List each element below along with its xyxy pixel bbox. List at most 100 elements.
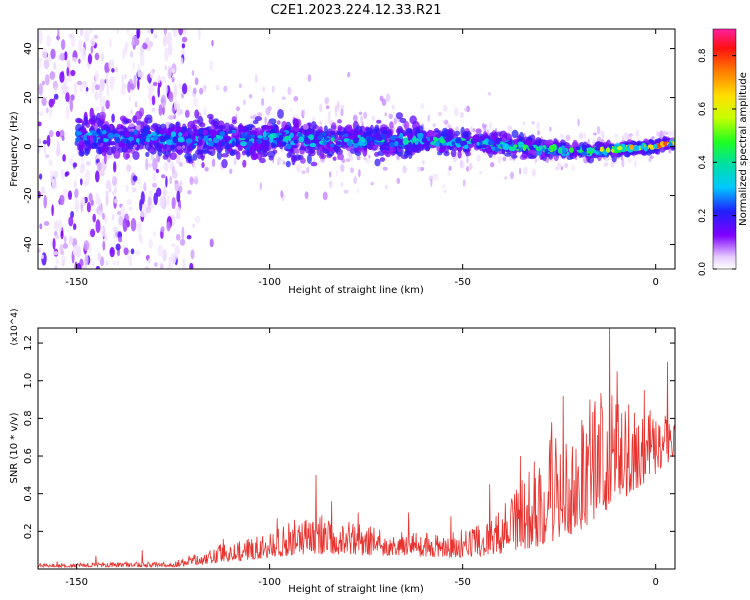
spectral-blob xyxy=(659,130,664,137)
noise-speckle xyxy=(38,83,43,96)
spectral-blob xyxy=(162,154,169,160)
colorbar-gradient xyxy=(712,28,737,270)
spectral-blob xyxy=(462,179,466,187)
spectral-blob xyxy=(327,116,332,124)
noise-speckle xyxy=(181,83,188,95)
spectral-blob xyxy=(207,135,214,140)
noise-speckle xyxy=(117,236,123,243)
noise-speckle xyxy=(122,48,126,60)
spectral-blob xyxy=(271,85,275,94)
spectral-blob xyxy=(254,140,258,146)
noise-speckle xyxy=(188,84,191,93)
spectral-blob xyxy=(202,84,207,93)
noise-speckle xyxy=(38,191,41,199)
spectral-blob xyxy=(343,189,349,194)
spectral-blob xyxy=(246,149,251,158)
spectral-blob xyxy=(286,152,292,159)
spectral-blob xyxy=(297,133,303,138)
spectral-blob xyxy=(331,122,337,132)
spectral-blob xyxy=(167,127,174,131)
spectral-blob xyxy=(262,150,269,157)
spectral-blob xyxy=(340,182,344,187)
spectral-blob xyxy=(75,137,81,143)
noise-speckle xyxy=(105,72,109,85)
spectral-blob xyxy=(192,124,198,133)
spectral-blob xyxy=(75,131,83,136)
spectral-blob xyxy=(434,140,440,147)
spectral-blob xyxy=(581,151,588,156)
spectral-blob xyxy=(417,166,421,173)
spectral-blob xyxy=(199,87,204,95)
spectral-blob xyxy=(463,132,470,138)
spectral-blob xyxy=(137,133,143,140)
spectral-blob xyxy=(215,84,220,91)
noise-speckle xyxy=(171,76,175,83)
spectral-blob xyxy=(324,137,330,141)
noise-speckle xyxy=(150,29,154,34)
spectral-blob xyxy=(308,134,314,141)
spectral-blob xyxy=(248,94,253,99)
spectral-blob xyxy=(656,131,661,137)
noise-speckle xyxy=(74,199,79,213)
noise-speckle xyxy=(181,36,188,43)
spectral-blob xyxy=(328,171,332,178)
noise-speckle xyxy=(80,178,83,186)
y-tick-label: 1.0 xyxy=(23,373,34,389)
noise-speckle xyxy=(109,246,115,258)
spectral-blob xyxy=(494,146,500,153)
noise-speckle xyxy=(163,29,167,36)
noise-speckle xyxy=(138,233,142,242)
noise-speckle xyxy=(155,168,159,174)
spectral-blob xyxy=(443,189,447,193)
spectral-blob xyxy=(194,109,200,119)
noise-speckle xyxy=(182,29,187,36)
y-tick-label: -40 xyxy=(23,236,34,252)
spectral-blob xyxy=(670,137,674,141)
noise-speckle xyxy=(91,81,95,94)
spectral-blob xyxy=(249,134,255,138)
noise-speckle xyxy=(181,226,185,240)
noise-speckle xyxy=(160,174,166,179)
spectral-blob xyxy=(306,154,312,164)
spectral-blob xyxy=(301,170,306,174)
noise-speckle xyxy=(151,107,156,112)
spectral-blob xyxy=(439,138,446,144)
noise-speckle xyxy=(149,84,154,93)
spectral-blob xyxy=(432,172,436,179)
spectral-blob xyxy=(330,143,335,148)
spectral-blob xyxy=(178,83,182,90)
spectral-blob xyxy=(236,106,240,112)
spectral-blob xyxy=(384,112,387,117)
spectral-blob xyxy=(519,167,522,175)
spectral-blob xyxy=(557,162,562,170)
spectral-blob xyxy=(391,105,395,110)
spectral-blob xyxy=(208,140,214,148)
noise-speckle xyxy=(149,98,153,107)
noise-speckle xyxy=(59,194,65,206)
noise-speckle xyxy=(148,257,151,264)
spectral-blob xyxy=(243,99,246,106)
noise-speckle xyxy=(43,221,50,226)
spectral-blob xyxy=(231,129,237,134)
noise-speckle xyxy=(182,258,186,269)
spectral-blob xyxy=(204,135,209,139)
noise-speckle xyxy=(147,163,153,168)
spectral-blob xyxy=(406,127,413,134)
spectral-blob xyxy=(374,158,381,167)
noise-speckle xyxy=(52,80,59,90)
noise-speckle xyxy=(139,44,143,57)
spectral-blob xyxy=(504,152,512,157)
x-tick-label: -100 xyxy=(258,277,281,288)
spectral-blob xyxy=(640,143,645,150)
spectral-blob xyxy=(196,125,200,130)
spectral-blob xyxy=(476,141,480,146)
noise-speckle xyxy=(43,143,47,155)
spectral-blob xyxy=(414,141,418,145)
spectral-blob xyxy=(136,138,140,143)
spectral-blob xyxy=(596,126,601,135)
spectral-blob xyxy=(403,120,410,131)
y-tick-label: -20 xyxy=(23,187,34,203)
spectral-blob xyxy=(290,108,293,112)
noise-speckle xyxy=(115,243,121,251)
colorbar-tick-label: 0.0 xyxy=(698,262,708,277)
